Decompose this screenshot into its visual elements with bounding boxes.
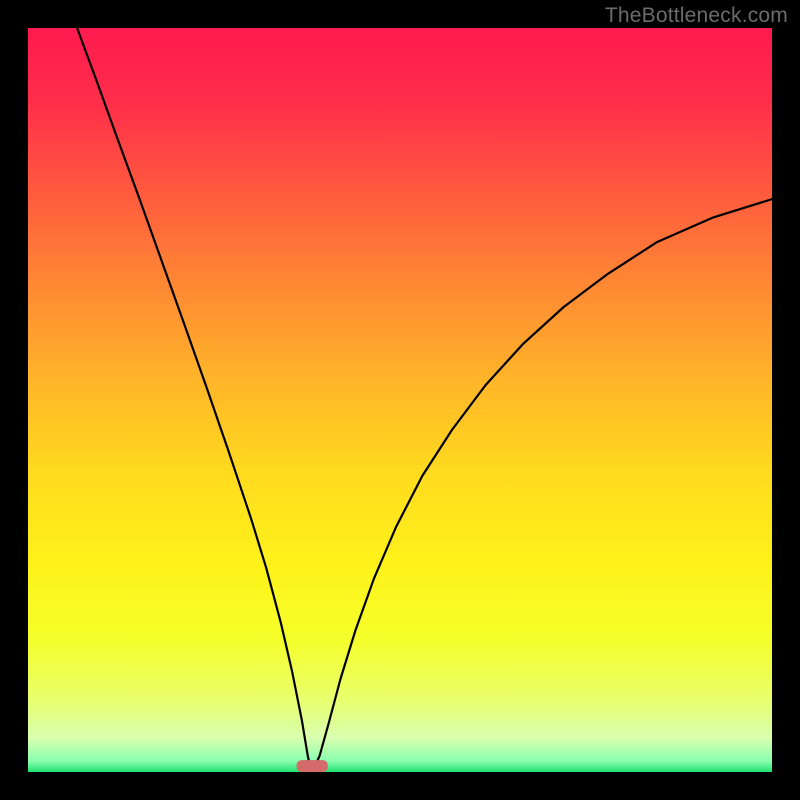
gradient-background: [28, 28, 772, 772]
watermark-text: TheBottleneck.com: [605, 4, 788, 28]
plot-area: [28, 28, 772, 772]
minimum-marker: [297, 760, 328, 772]
chart-frame: TheBottleneck.com: [0, 0, 800, 800]
chart-svg: [28, 28, 772, 772]
